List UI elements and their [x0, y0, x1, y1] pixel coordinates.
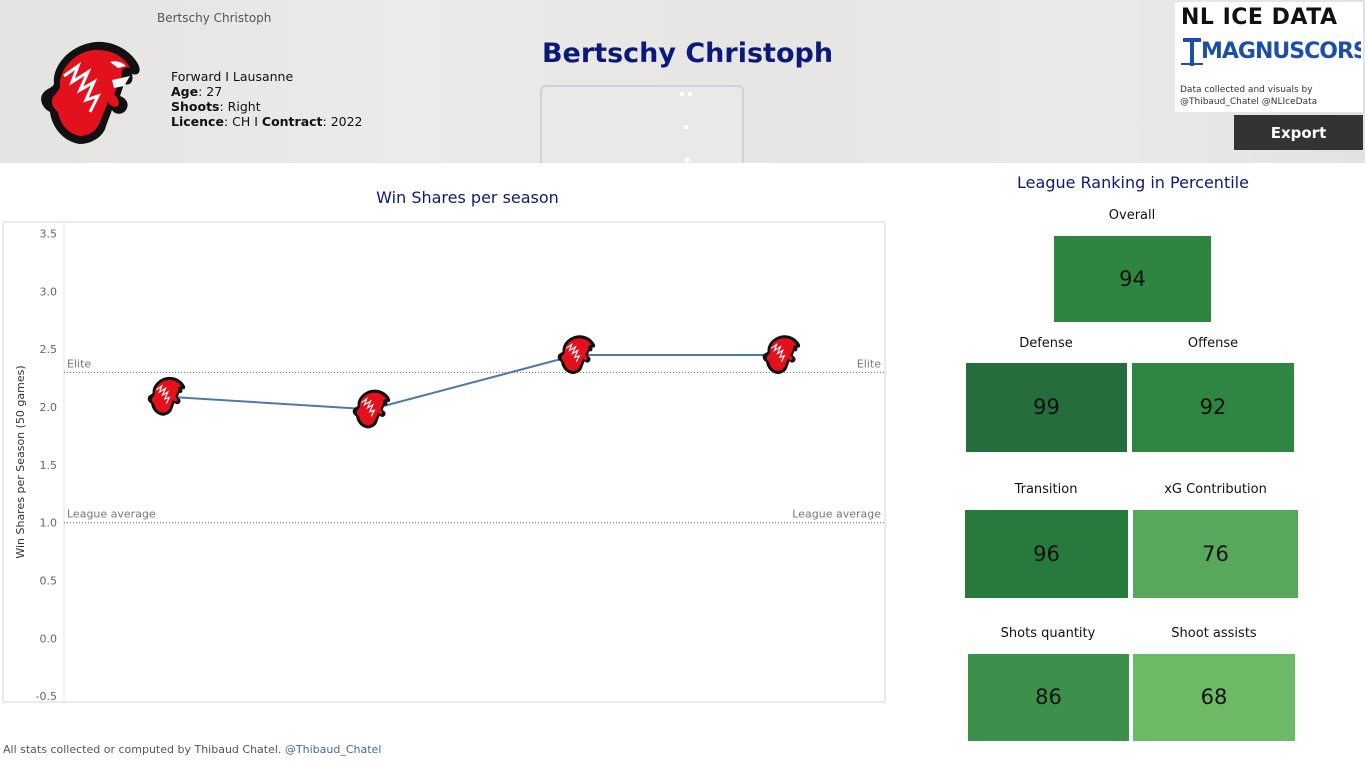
brand-credit: Data collected and visuals by @Thibaud_C… — [1180, 85, 1318, 107]
player-name-small: Bertschy Christoph — [157, 11, 272, 25]
magnuscorsi-logo: MAGNUSCORSI — [1181, 34, 1361, 68]
chart-title: Win Shares per season — [376, 188, 559, 207]
page-title: Bertschy Christoph — [541, 38, 834, 69]
export-button[interactable]: Export — [1234, 115, 1363, 150]
contract-value: : 2022 — [322, 114, 363, 129]
shoots-value: : Right — [219, 99, 261, 114]
rank-box-xg-contribution: 76 — [1133, 510, 1298, 598]
lausanne-lion-icon — [147, 376, 186, 416]
background-rink — [540, 85, 744, 163]
plot-frame — [2, 221, 886, 703]
lausanne-lion-icon — [557, 335, 596, 375]
rank-label-offense: Offense — [1187, 336, 1239, 351]
y-tick-label: 0.5 — [40, 575, 58, 588]
y-tick-label: 3.0 — [40, 285, 58, 298]
rank-box-shoot-assists: 68 — [1133, 654, 1295, 741]
lausanne-lion-icon — [352, 389, 391, 429]
rank-label-overall: Overall — [1108, 208, 1156, 223]
player-info: Forward I Lausanne Age: 27 Shoots: Right… — [171, 69, 363, 129]
y-tick-label: 1.0 — [40, 517, 58, 530]
rank-box-shots-quantity: 86 — [968, 654, 1129, 741]
win-shares-chart: 3.5 3.0 2.5 2.0 1.5 1.0 0.5 0.0 -0.5 Elite Elite L… — [2, 221, 886, 712]
rank-label-shoot-assists: Shoot assists — [1171, 626, 1257, 641]
y-tick-label: 1.5 — [40, 459, 58, 472]
lion-stripes — [566, 342, 581, 363]
licence-label: Licence — [171, 114, 224, 129]
licence-value: : CH I — [223, 114, 262, 129]
header-banner: Bertschy Christoph Forward I Lausanne Ag… — [0, 0, 1365, 163]
x-tick-label: 2020-21 — [553, 710, 599, 712]
y-tick-label: 2.5 — [40, 343, 58, 356]
rank-box-offense: 92 — [1132, 363, 1294, 452]
age-value: : 27 — [198, 84, 223, 99]
rank-label-xg-contribution: xG Contribution — [1164, 482, 1267, 497]
x-tick-label: 2019-20 — [348, 710, 394, 712]
y-tick-label: -0.5 — [36, 690, 57, 703]
lion-stripes — [361, 397, 376, 417]
rank-box-defense: 99 — [966, 363, 1127, 452]
brand-name: NL ICE DATA — [1181, 5, 1338, 30]
lausanne-lion-icon — [762, 335, 801, 375]
position-team: Forward I Lausanne — [171, 69, 294, 84]
brand-panel: NL ICE DATA MAGNUSCORSI Data collected a… — [1175, 2, 1363, 112]
rank-label-shots-quantity: Shots quantity — [1000, 626, 1096, 641]
y-tick-label: 3.5 — [40, 228, 58, 241]
lausanne-lion-logo — [41, 41, 140, 144]
rank-label-defense: Defense — [1019, 336, 1073, 351]
lion-stripes — [771, 342, 786, 363]
contract-label: Contract — [261, 114, 323, 129]
reference-label-right: Elite — [857, 357, 881, 370]
age-label: Age — [171, 84, 199, 99]
rank-box-transition: 96 — [965, 510, 1128, 598]
y-tick-label: 2.0 — [40, 401, 58, 414]
y-axis-label: Win Shares per Season (50 games) — [14, 365, 27, 558]
footer-text: All stats collected or computed by Thiba… — [3, 743, 285, 756]
rank-label-transition: Transition — [1014, 482, 1078, 497]
x-tick-label: 2018-19 — [143, 710, 189, 712]
x-tick-label: 2021-22 — [758, 710, 804, 712]
reference-label-right: League average — [792, 508, 881, 521]
series-line — [165, 354, 781, 411]
reference-label-left: League average — [67, 508, 156, 521]
reference-label-left: Elite — [67, 357, 91, 370]
svg-text:MAGNUSCORSI: MAGNUSCORSI — [1201, 39, 1361, 64]
ranking-title: League Ranking in Percentile — [1017, 173, 1249, 192]
lion-stripes — [156, 384, 171, 404]
shoots-label: Shoots — [171, 99, 220, 114]
rank-box-overall: 94 — [1054, 236, 1211, 322]
footer: All stats collected or computed by Thiba… — [3, 743, 381, 756]
y-tick-label: 0.0 — [40, 632, 58, 645]
footer-handle-link[interactable]: @Thibaud_Chatel — [284, 743, 382, 756]
